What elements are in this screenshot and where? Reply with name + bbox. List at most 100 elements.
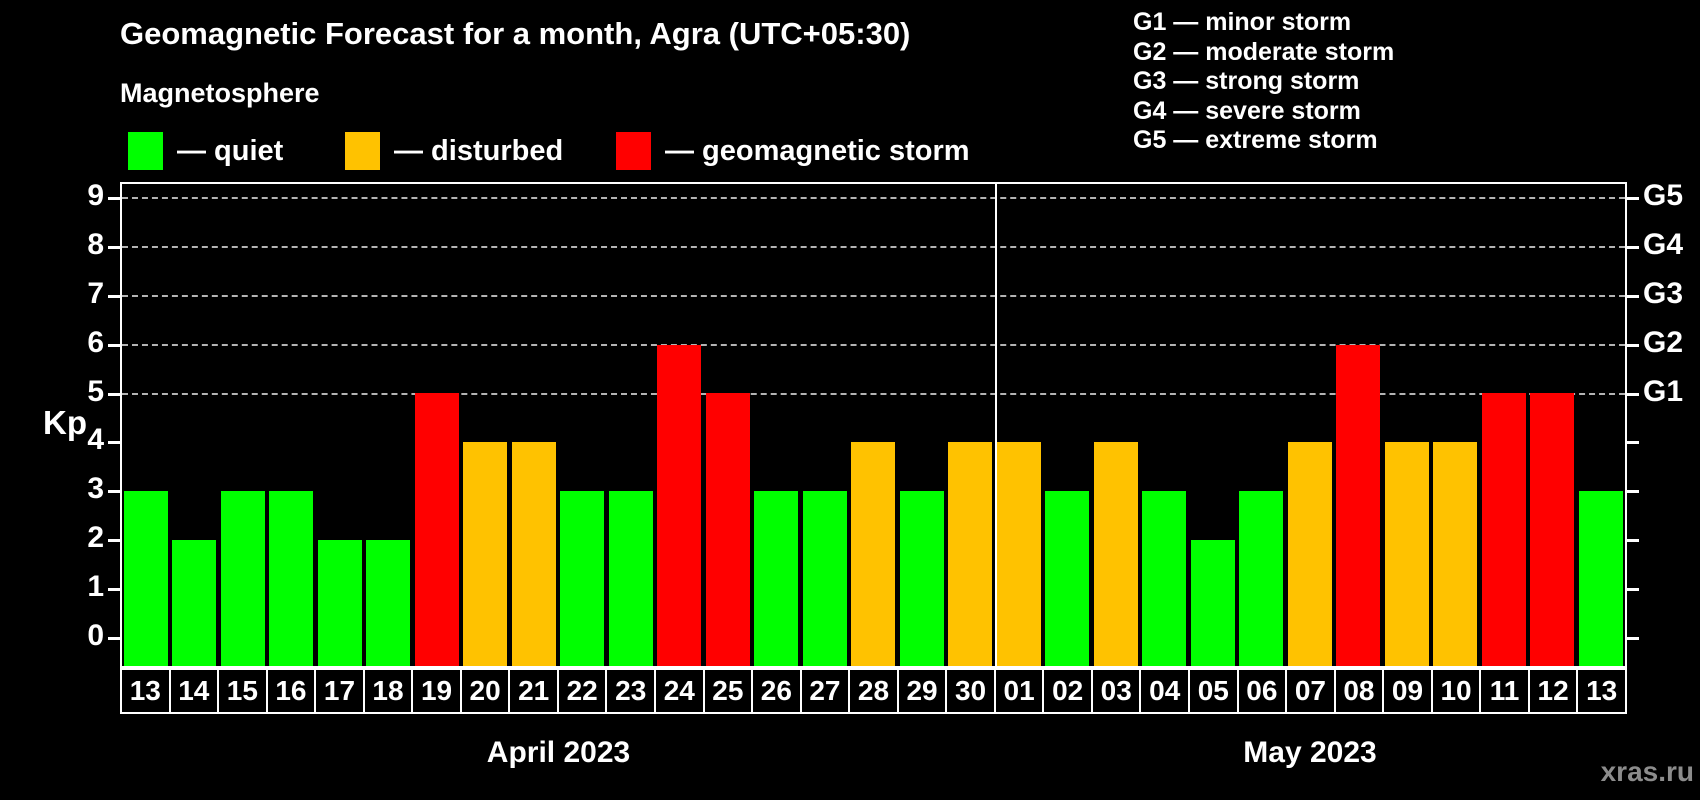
kp-bar (415, 393, 459, 666)
chart-title: Geomagnetic Forecast for a month, Agra (… (120, 16, 911, 51)
kp-bar (1094, 442, 1138, 666)
legend-swatch-quiet-icon (128, 132, 163, 170)
g-scale-line-5: G5 — extreme storm (1133, 126, 1378, 154)
month-label-0: April 2023 (486, 736, 631, 769)
date-cell: 05 (1188, 668, 1239, 714)
month-divider-line (995, 184, 997, 666)
y-tick-left (108, 441, 122, 445)
g-scale-line-2: G2 — moderate storm (1133, 37, 1395, 66)
kp-bar (948, 442, 992, 666)
date-cell: 25 (702, 668, 754, 714)
kp-bar (124, 491, 168, 666)
date-cell: 09 (1382, 668, 1433, 714)
y-tick-left (108, 294, 122, 298)
legend-label-quiet: — quiet (177, 134, 284, 167)
kp-bar (803, 491, 847, 666)
g-scale-line-4: G4 — severe storm (1133, 96, 1361, 125)
legend-swatch-storm-icon (616, 132, 651, 170)
legend-item-quiet: — quiet (128, 131, 283, 171)
y-tick-left (108, 196, 122, 200)
kp-bar (754, 491, 798, 666)
y-tick-label: 3 (87, 472, 104, 506)
date-cell: 29 (896, 668, 948, 714)
y-tick-left (108, 637, 122, 640)
y-tick-label: 9 (87, 178, 104, 212)
y-tick-right (1625, 343, 1639, 347)
date-cell: 06 (1236, 668, 1288, 714)
watermark: xras.ru (1600, 756, 1694, 787)
legend-swatch-disturbed-icon (345, 132, 380, 170)
kp-bar (1385, 442, 1429, 666)
date-cell: 22 (556, 668, 608, 714)
y-tick-right (1625, 245, 1639, 249)
gridline-kp-9 (122, 196, 1625, 199)
gridline-kp-7 (122, 294, 1625, 297)
kp-bar (706, 393, 750, 666)
kp-bar (1482, 393, 1526, 666)
kp-bar (463, 442, 507, 666)
date-cell: 24 (654, 668, 705, 714)
g-level-label-G4: G4 (1643, 227, 1684, 261)
g-scale-line-1: G1 — minor storm (1133, 8, 1352, 36)
kp-bar (318, 540, 362, 666)
kp-bar (851, 442, 895, 666)
kp-bar (1239, 491, 1283, 666)
kp-bar (221, 491, 265, 666)
y-tick-label: 7 (87, 276, 104, 310)
y-tick-right (1625, 441, 1639, 445)
y-tick-label: 8 (87, 227, 104, 261)
legend-item-storm: — geomagnetic storm (616, 131, 970, 171)
date-cell: 27 (799, 668, 851, 714)
y-tick-right (1625, 588, 1639, 592)
date-cell: 23 (605, 668, 657, 714)
date-cell: 13 (120, 668, 171, 714)
kp-bar (172, 540, 216, 666)
month-label-1: May 2023 (1243, 736, 1377, 769)
y-tick-label: 4 (87, 423, 104, 457)
y-tick-right (1625, 637, 1639, 640)
kp-bar (512, 442, 556, 666)
date-cell: 21 (508, 668, 559, 714)
date-cell: 04 (1139, 668, 1191, 714)
kp-bar (366, 540, 410, 666)
legend-label-disturbed: — disturbed (394, 134, 564, 167)
gridline-kp-6 (122, 343, 1625, 346)
kp-bar (1530, 393, 1574, 666)
date-cell: 28 (848, 668, 899, 714)
y-tick-label: 1 (87, 570, 104, 604)
y-tick-left (108, 539, 122, 543)
legend-item-disturbed: — disturbed (345, 131, 563, 171)
plot-area (120, 182, 1627, 668)
gridline-kp-8 (122, 245, 1625, 248)
y-tick-right (1625, 539, 1639, 543)
y-tick-left (108, 490, 122, 494)
kp-bar (1045, 491, 1089, 666)
y-tick-right (1625, 294, 1639, 298)
y-tick-left (108, 343, 122, 347)
date-cell: 03 (1090, 668, 1142, 714)
y-tick-right (1625, 490, 1639, 494)
date-cell: 08 (1333, 668, 1385, 714)
g-scale-legend: G1 — minor storm G2 — moderate storm G3 — … (1133, 8, 1394, 156)
kp-bar (1288, 442, 1332, 666)
date-cell: 07 (1285, 668, 1336, 714)
kp-bar (900, 491, 944, 666)
date-cell: 14 (168, 668, 220, 714)
g-level-label-G3: G3 (1643, 276, 1684, 310)
kp-bar (560, 491, 604, 666)
date-cell: 01 (993, 668, 1045, 714)
date-cell: 26 (751, 668, 802, 714)
y-tick-label: 0 (87, 619, 104, 652)
kp-bar (1336, 345, 1380, 666)
kp-bar (609, 491, 653, 666)
date-cell: 13 (1576, 668, 1627, 714)
g-level-label-G1: G1 (1643, 374, 1684, 408)
date-axis-row: 13 14 15 16 17 18 19 20 21 22 23 24 25 26 27 28 29 30 01 02… (120, 668, 1627, 714)
legend-label-storm: — geomagnetic storm (665, 134, 970, 167)
y-tick-label: 5 (87, 374, 104, 408)
kp-bar (269, 491, 313, 666)
date-cell: 16 (265, 668, 317, 714)
kp-bar (997, 442, 1041, 666)
g-scale-line-3: G3 — strong storm (1133, 67, 1360, 95)
